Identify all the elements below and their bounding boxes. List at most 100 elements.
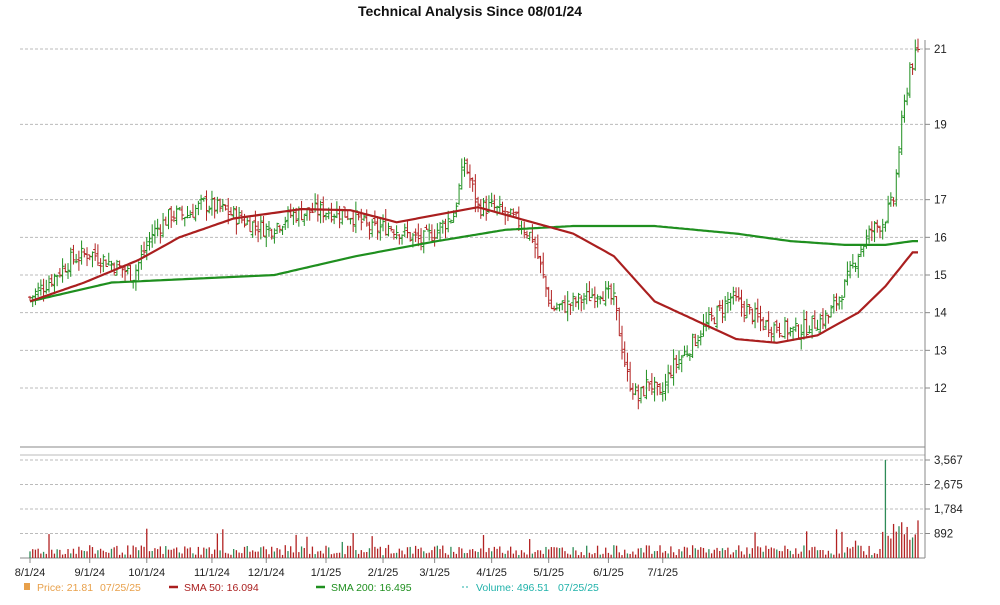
price-bar bbox=[201, 197, 206, 202]
price-bar bbox=[587, 281, 592, 302]
price-bar bbox=[592, 286, 597, 309]
price-bar bbox=[723, 296, 728, 321]
price-bar bbox=[277, 224, 282, 233]
price-bar bbox=[698, 330, 703, 346]
price-bar bbox=[902, 94, 907, 123]
price-bar bbox=[581, 293, 586, 310]
price-bar bbox=[258, 215, 263, 240]
x-tick-label: 5/1/25 bbox=[533, 567, 564, 579]
price-bar bbox=[565, 291, 570, 322]
price-bar bbox=[557, 303, 562, 312]
price-bar bbox=[796, 324, 801, 340]
price-bar bbox=[209, 190, 214, 216]
price-bar bbox=[867, 225, 872, 244]
volume-tick-label: 892 bbox=[934, 528, 953, 540]
price-bar bbox=[74, 253, 79, 264]
price-bar bbox=[133, 264, 138, 291]
price-bar bbox=[408, 232, 413, 242]
price-bar bbox=[285, 206, 290, 229]
price-bar bbox=[573, 296, 578, 308]
price-bar bbox=[611, 282, 616, 306]
price-bar bbox=[457, 183, 462, 205]
price-bar bbox=[636, 384, 641, 410]
x-tick-label: 3/1/25 bbox=[419, 567, 450, 579]
price-bar bbox=[95, 244, 100, 266]
legend-sma200-label: SMA 200: 16.495 bbox=[331, 582, 412, 594]
price-bar bbox=[668, 365, 673, 379]
legend-volume-label: Volume: 496.51 bbox=[476, 582, 549, 594]
price-bar bbox=[861, 244, 866, 257]
price-tick-label: 12 bbox=[934, 383, 947, 395]
price-bar bbox=[60, 258, 65, 283]
price-bar bbox=[793, 317, 798, 332]
price-bar bbox=[880, 218, 885, 240]
price-bar bbox=[804, 310, 809, 337]
price-bar bbox=[33, 288, 38, 306]
price-bar bbox=[715, 305, 720, 329]
price-bar bbox=[161, 212, 166, 238]
price-bar bbox=[812, 310, 817, 329]
price-bar bbox=[600, 291, 605, 302]
price-bar bbox=[546, 286, 551, 307]
price-bar bbox=[275, 222, 280, 234]
price-bar bbox=[402, 223, 407, 238]
price-bar bbox=[606, 281, 611, 299]
x-tick-label: 9/1/24 bbox=[74, 567, 105, 579]
price-bar bbox=[261, 216, 266, 237]
price-bar bbox=[55, 275, 60, 287]
price-tick-label: 13 bbox=[934, 345, 947, 357]
price-bar bbox=[598, 295, 603, 305]
price-bar bbox=[571, 292, 576, 312]
price-bar bbox=[886, 195, 891, 224]
price-bar bbox=[538, 255, 543, 274]
price-bar bbox=[620, 325, 624, 360]
price-bar bbox=[109, 260, 114, 271]
price-bar bbox=[207, 205, 212, 214]
price-bar bbox=[826, 314, 831, 324]
price-bar bbox=[535, 234, 540, 260]
price-bar bbox=[429, 224, 434, 242]
price-bar bbox=[753, 302, 758, 329]
price-bar bbox=[101, 254, 106, 273]
legend-volume: Volume: 496.51 07/25/25 bbox=[462, 582, 599, 594]
legend-price-swatch bbox=[24, 583, 30, 590]
price-bar bbox=[853, 262, 858, 273]
price-bar bbox=[356, 213, 361, 221]
price-bar bbox=[527, 231, 532, 241]
price-bar bbox=[104, 259, 109, 267]
price-bar bbox=[875, 219, 880, 233]
price-tick-label: 16 bbox=[934, 232, 947, 244]
price-bar bbox=[117, 260, 122, 267]
price-bar bbox=[744, 298, 749, 319]
price-bar bbox=[394, 225, 399, 240]
x-tick-label: 4/1/25 bbox=[476, 567, 507, 579]
price-bar bbox=[400, 234, 405, 245]
price-bar bbox=[717, 300, 722, 312]
price-bar bbox=[367, 221, 372, 240]
price-bar bbox=[462, 157, 467, 177]
price-bar bbox=[858, 244, 863, 258]
price-bar bbox=[655, 381, 660, 396]
price-bar bbox=[519, 220, 524, 235]
price-bar bbox=[815, 319, 820, 331]
price-bar bbox=[315, 194, 320, 222]
price-bar bbox=[791, 326, 796, 341]
price-bar bbox=[810, 315, 815, 339]
price-bar bbox=[152, 220, 157, 244]
price-bar bbox=[421, 230, 426, 254]
price-bar bbox=[106, 252, 111, 266]
price-bar bbox=[644, 369, 649, 400]
price-bar bbox=[343, 206, 348, 218]
price-bar bbox=[378, 218, 383, 241]
price-bar bbox=[628, 361, 633, 392]
price-bar bbox=[896, 146, 901, 178]
price-bar bbox=[47, 275, 52, 293]
price-bar bbox=[590, 288, 595, 299]
legend: Price: 21.81 07/25/25 SMA 50: 16.094 SMA… bbox=[24, 582, 599, 594]
price-bar bbox=[446, 210, 451, 233]
price-bar bbox=[848, 260, 853, 279]
price-bar bbox=[299, 200, 304, 221]
price-bar bbox=[820, 308, 825, 329]
price-bar bbox=[413, 228, 418, 242]
